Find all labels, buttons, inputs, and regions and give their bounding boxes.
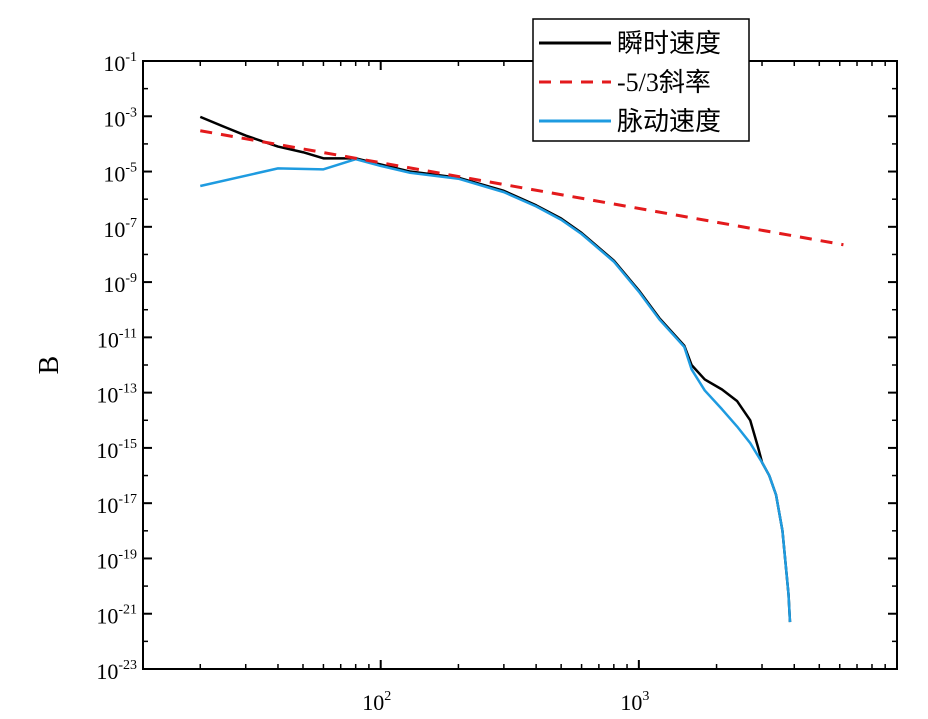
y-tick-label: 10-21 xyxy=(96,603,137,629)
y-tick-label: 10-5 xyxy=(103,161,137,187)
y-tick-label: 10-11 xyxy=(97,326,137,352)
legend-label-0: 瞬时速度 xyxy=(617,29,721,58)
y-axis-title: B xyxy=(34,356,65,375)
y-tick-label: 10-3 xyxy=(103,105,137,131)
x-tick-label: 103 xyxy=(620,689,649,715)
y-tick-label: 10-17 xyxy=(96,492,137,518)
y-tick-label: 10-19 xyxy=(96,547,137,573)
series-line-0 xyxy=(199,115,792,623)
plot-frame xyxy=(142,60,898,670)
x-tick-label: 102 xyxy=(362,689,391,715)
series-line-1 xyxy=(200,129,844,247)
y-tick-label: 10-1 xyxy=(103,50,137,76)
y-tick-label: 10-15 xyxy=(96,437,137,463)
series-line-2 xyxy=(199,157,792,623)
series-layer xyxy=(199,115,844,623)
legend-label-2: 脉动速度 xyxy=(617,107,721,136)
y-tick-label: 10-9 xyxy=(103,271,137,297)
y-tick-label: 10-7 xyxy=(103,216,137,242)
legend-label-1: -5/3斜率 xyxy=(617,68,711,97)
y-tick-label: 10-13 xyxy=(96,382,137,408)
axes-layer xyxy=(142,60,898,670)
y-tick-label: 10-23 xyxy=(96,658,137,684)
ticks-layer: 102 103 10-1 10-3 10-5 10-7 10-9 10-11 10-13 10-1… xyxy=(96,50,897,715)
